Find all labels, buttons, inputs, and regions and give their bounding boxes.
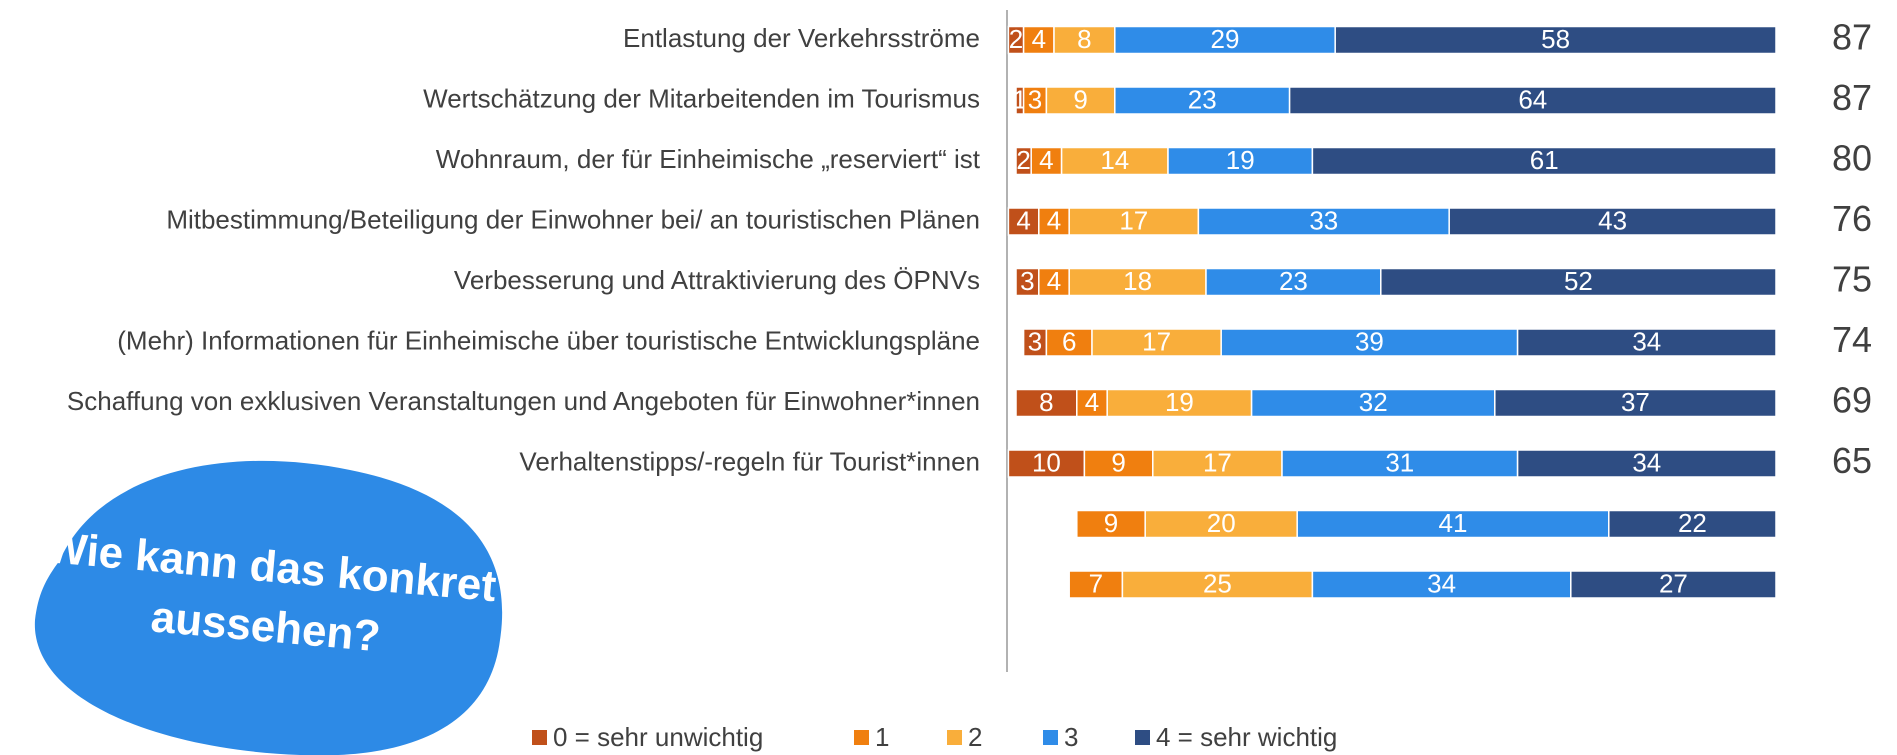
data-label: 18 <box>1123 266 1152 296</box>
data-label: 34 <box>1427 568 1456 598</box>
data-label: 29 <box>1211 24 1240 54</box>
data-label: 23 <box>1188 84 1217 114</box>
category-label: Mitbestimmung/Beteiligung der Einwohner … <box>166 204 980 234</box>
data-label: 64 <box>1518 84 1547 114</box>
data-label: 27 <box>1659 568 1688 598</box>
legend-label: 1 <box>875 722 889 752</box>
category-label: Wertschätzung der Mitarbeitenden im Tour… <box>423 83 980 113</box>
data-label: 4 <box>1047 205 1061 235</box>
data-label: 31 <box>1385 447 1414 477</box>
data-label: 17 <box>1119 205 1148 235</box>
category-label: Wohnraum, der für Einheimische „reservie… <box>436 144 981 174</box>
data-label: 14 <box>1100 145 1129 175</box>
data-label: 2 <box>1016 145 1030 175</box>
legend-label: 4 = sehr wichtig <box>1156 722 1337 752</box>
data-label: 41 <box>1439 508 1468 538</box>
legend-swatch <box>947 730 962 745</box>
total-label: 65 <box>1832 440 1872 481</box>
data-label: 17 <box>1203 447 1232 477</box>
data-label: 8 <box>1077 24 1091 54</box>
data-label: 19 <box>1165 387 1194 417</box>
data-label: 34 <box>1632 326 1661 356</box>
legend-swatch <box>1135 730 1150 745</box>
data-label: 17 <box>1142 326 1171 356</box>
legend-label: 3 <box>1064 722 1078 752</box>
data-label: 52 <box>1564 266 1593 296</box>
data-label: 43 <box>1598 205 1627 235</box>
data-label: 34 <box>1632 447 1661 477</box>
total-label: 80 <box>1832 138 1872 179</box>
legend-label: 2 <box>968 722 982 752</box>
chart: Wie kann das konkret aussehen? Entlastun… <box>0 0 1897 755</box>
data-label: 3 <box>1028 326 1042 356</box>
data-label: 4 <box>1085 387 1099 417</box>
data-label: 39 <box>1355 326 1384 356</box>
legend-swatch <box>1043 730 1058 745</box>
data-label: 9 <box>1111 447 1125 477</box>
data-label: 4 <box>1016 205 1030 235</box>
category-label: Entlastung der Verkehrsströme <box>623 23 980 53</box>
legend-swatch <box>854 730 869 745</box>
category-label: Verbesserung und Attraktivierung des ÖPN… <box>454 265 980 295</box>
data-label: 3 <box>1020 266 1034 296</box>
data-label: 6 <box>1062 326 1076 356</box>
total-label: 75 <box>1832 259 1872 300</box>
legend-swatch <box>532 730 547 745</box>
data-label: 10 <box>1032 447 1061 477</box>
data-label: 2 <box>1009 24 1023 54</box>
data-label: 4 <box>1032 24 1046 54</box>
data-label: 3 <box>1028 84 1042 114</box>
data-label: 4 <box>1039 145 1053 175</box>
data-label: 7 <box>1089 568 1103 598</box>
legend-label: 0 = sehr unwichtig <box>553 722 763 752</box>
data-label: 9 <box>1104 508 1118 538</box>
data-label: 19 <box>1226 145 1255 175</box>
category-label: (Mehr) Informationen für Einheimische üb… <box>117 325 980 355</box>
data-label: 23 <box>1279 266 1308 296</box>
total-label: 87 <box>1832 17 1872 58</box>
data-label: 32 <box>1359 387 1388 417</box>
category-label: Schaffung von exklusiven Veranstaltungen… <box>67 386 980 416</box>
total-label: 76 <box>1832 198 1872 239</box>
total-label: 74 <box>1832 319 1872 360</box>
data-label: 9 <box>1073 84 1087 114</box>
data-label: 25 <box>1203 568 1232 598</box>
total-label: 69 <box>1832 380 1872 421</box>
data-label: 61 <box>1530 145 1559 175</box>
data-label: 22 <box>1678 508 1707 538</box>
data-label: 58 <box>1541 24 1570 54</box>
data-label: 4 <box>1047 266 1061 296</box>
data-label: 8 <box>1039 387 1053 417</box>
data-label: 33 <box>1309 205 1338 235</box>
data-label: 20 <box>1207 508 1236 538</box>
data-label: 37 <box>1621 387 1650 417</box>
category-label: Verhaltenstipps/-regeln für Tourist*inne… <box>519 446 980 476</box>
total-label: 87 <box>1832 77 1872 118</box>
